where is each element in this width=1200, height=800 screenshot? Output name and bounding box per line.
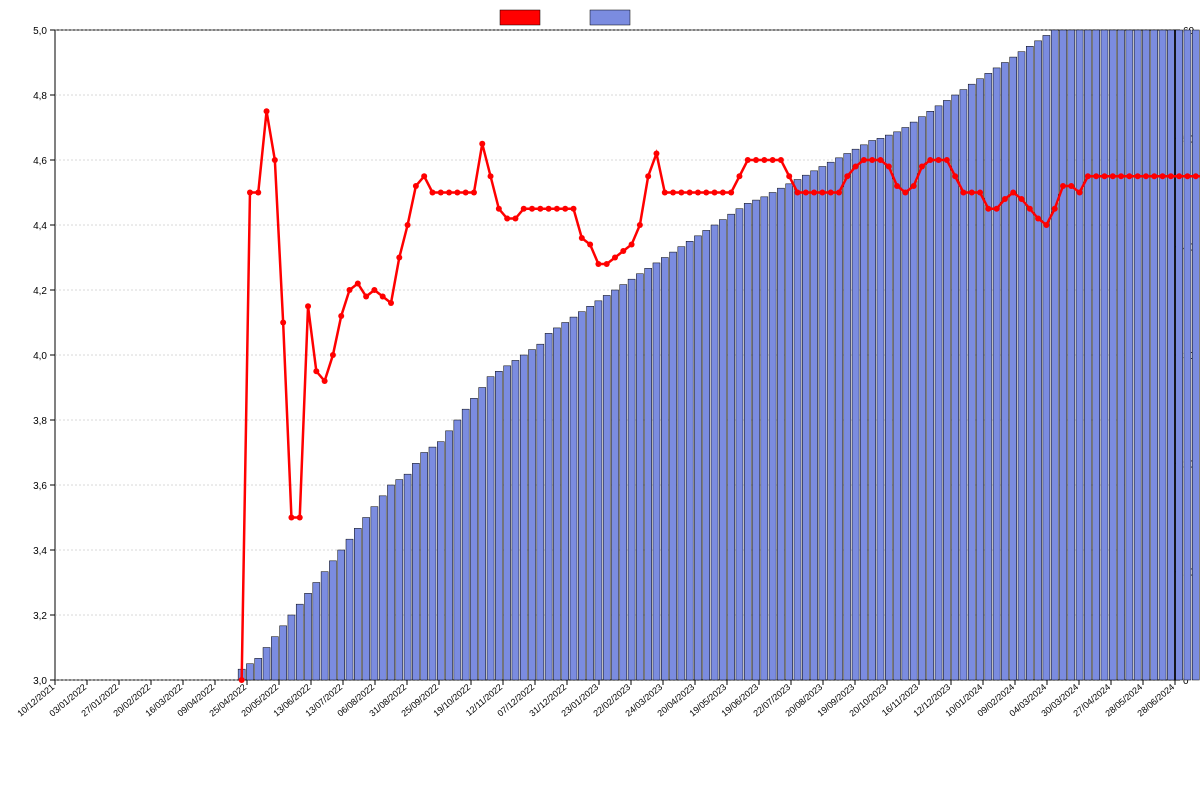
left-axis-tick-label: 4,2 bbox=[33, 286, 47, 297]
left-axis-tick-label: 4,4 bbox=[33, 221, 47, 232]
left-axis-tick-label: 4,0 bbox=[33, 351, 47, 362]
left-axis-tick-label: 4,6 bbox=[33, 156, 47, 167]
left-axis-tick-label: 5,0 bbox=[33, 26, 47, 37]
left-axis-tick-label: 3,6 bbox=[33, 481, 47, 492]
left-axis-tick-label: 3,2 bbox=[33, 611, 47, 622]
left-axis-tick-label: 3,4 bbox=[33, 546, 47, 557]
combo-chart: 3,03,23,43,63,84,04,24,44,64,85,00102030… bbox=[0, 0, 1200, 800]
left-axis-tick-label: 4,8 bbox=[33, 91, 47, 102]
chart-container: 3,03,23,43,63,84,04,24,44,64,85,00102030… bbox=[0, 0, 1200, 800]
left-axis-tick-label: 3,8 bbox=[33, 416, 47, 427]
